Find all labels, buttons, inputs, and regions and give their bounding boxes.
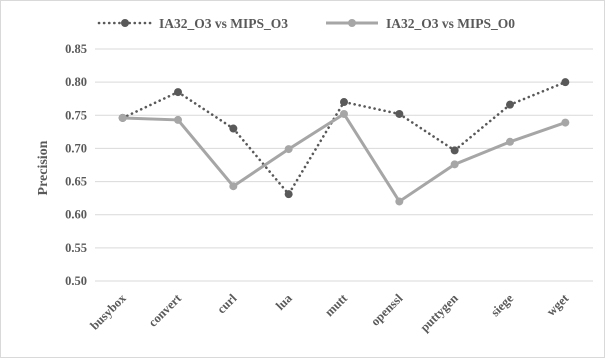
y-tick-label: 0.50	[65, 274, 87, 288]
legend-entry-series-2: IA32_O3 vs MIPS_O0	[326, 16, 515, 31]
data-point	[229, 124, 238, 133]
data-point	[118, 113, 127, 122]
series-1	[118, 78, 570, 199]
y-tick-label: 0.60	[65, 208, 87, 222]
series-2	[118, 109, 570, 206]
x-tick-label: convert	[146, 291, 185, 330]
series-line-2	[122, 111, 566, 204]
data-point	[284, 145, 293, 154]
data-point	[561, 78, 570, 87]
series-layer	[118, 78, 570, 206]
y-tick-label: 0.75	[65, 108, 87, 122]
data-point	[174, 115, 182, 124]
legend-label-series-1: IA32_O3 vs MIPS_O3	[159, 16, 288, 31]
x-tick-label: openssl	[368, 291, 406, 329]
x-tick-label: lua	[273, 291, 295, 313]
legend-entry-series-1: IA32_O3 vs MIPS_O3	[97, 16, 288, 31]
x-tick-label: curl	[214, 291, 239, 316]
legend-label-series-2: IA32_O3 vs MIPS_O0	[386, 16, 515, 31]
gridlines	[95, 48, 593, 282]
data-point	[450, 160, 459, 169]
data-point	[174, 88, 182, 97]
data-point	[284, 190, 293, 199]
data-point	[340, 98, 348, 107]
y-tick-label: 0.70	[65, 141, 87, 155]
data-point	[229, 182, 238, 191]
y-axis-ticks: 0.50 0.55 0.60 0.65 0.70 0.75 0.80 0.85	[65, 42, 87, 288]
y-tick-label: 0.85	[65, 42, 87, 56]
data-point	[506, 137, 514, 146]
y-axis-title: Precision	[36, 140, 51, 195]
legend: IA32_O3 vs MIPS_O3 IA32_O3 vs MIPS_O0	[97, 16, 515, 31]
legend-marker-series-2	[348, 19, 356, 27]
x-axis-ticks: busybox convert curl lua mutt openssl puttygen…	[87, 291, 572, 335]
y-tick-label: 0.55	[65, 241, 87, 255]
data-point	[395, 109, 404, 118]
y-tick-label: 0.80	[65, 75, 87, 89]
data-point	[561, 118, 570, 127]
x-tick-label: siege	[488, 291, 516, 319]
x-tick-label: wget	[544, 291, 572, 319]
data-point	[340, 109, 348, 118]
data-point	[395, 197, 404, 206]
x-tick-label: busybox	[87, 291, 129, 333]
data-point	[506, 100, 514, 109]
legend-marker-series-1	[121, 19, 129, 27]
data-point	[450, 146, 459, 155]
x-tick-label: puttygen	[417, 291, 460, 334]
y-tick-label: 0.65	[65, 175, 87, 189]
x-tick-label: mutt	[322, 291, 351, 320]
